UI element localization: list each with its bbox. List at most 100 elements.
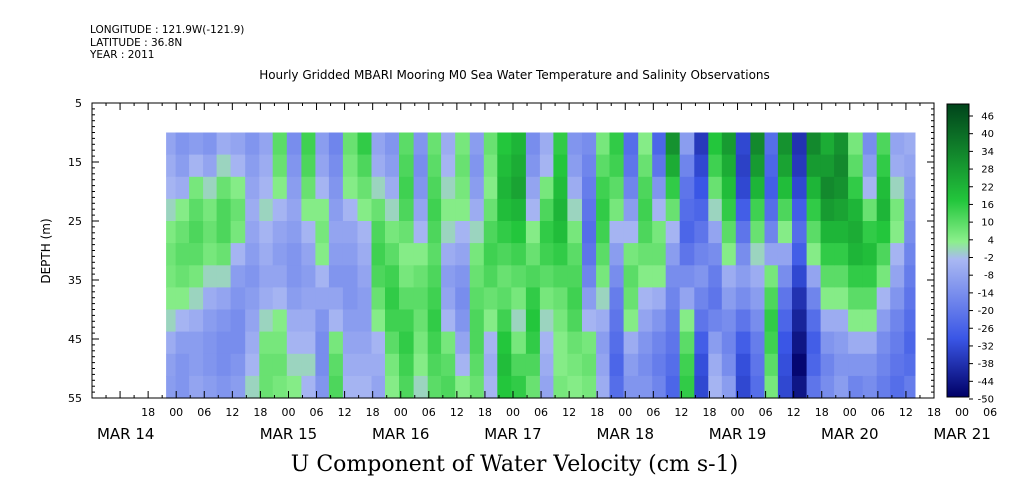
heatmap-cell — [539, 198, 554, 222]
x-axis-label: U Component of Water Velocity (cm s-1) — [290, 452, 739, 477]
heatmap-cell — [848, 375, 864, 399]
heatmap-cell — [735, 198, 751, 222]
heatmap-cell — [862, 265, 878, 288]
heatmap-cell — [385, 265, 400, 288]
heatmap-cell — [596, 198, 611, 222]
heatmap-cell — [694, 221, 709, 244]
heatmap-cell — [259, 375, 274, 399]
heatmap-cell — [820, 287, 835, 311]
heatmap-cell — [166, 375, 177, 399]
heatmap-cell — [694, 198, 709, 222]
heatmap-cell — [413, 198, 429, 222]
heatmap-cell — [328, 221, 344, 244]
heatmap-cell — [623, 287, 639, 311]
station-metadata: LONGITUDE : 121.9W(-121.9) LATITUDE : 36… — [90, 24, 244, 62]
heatmap-cell — [342, 331, 359, 355]
heatmap-cell — [511, 221, 527, 244]
heatmap-cell — [876, 243, 891, 266]
heatmap-cell — [315, 287, 330, 311]
heatmap-cell — [315, 132, 330, 156]
heatmap-cell — [665, 176, 681, 200]
heatmap-cell — [357, 198, 373, 222]
year-label: YEAR : 2011 — [90, 49, 155, 61]
heatmap-cell — [623, 154, 639, 178]
heatmap-cell — [175, 287, 190, 311]
heatmap-cell — [862, 287, 878, 311]
heatmap-cell — [876, 265, 891, 288]
x-hour-label: 18 — [590, 406, 604, 419]
heatmap-cell — [596, 154, 611, 178]
heatmap-cell — [792, 375, 808, 399]
heatmap-cell — [679, 132, 695, 156]
heatmap-cell — [385, 331, 400, 355]
heatmap-cell — [189, 265, 204, 288]
heatmap-cell — [455, 243, 471, 266]
heatmap-cell — [525, 198, 541, 222]
x-date-label: MAR 17 — [484, 425, 541, 443]
heatmap-cell — [806, 176, 822, 200]
heatmap-cell — [525, 353, 541, 377]
x-hour-label: 00 — [506, 406, 520, 419]
heatmap-cell — [806, 221, 822, 244]
heatmap-cell — [652, 176, 667, 200]
x-date-label: MAR 20 — [821, 425, 878, 443]
heatmap-cell — [638, 265, 653, 288]
heatmap-cell — [609, 154, 625, 178]
heatmap-cell — [245, 331, 260, 355]
heatmap-cell — [175, 375, 190, 399]
heatmap-cell — [792, 154, 808, 178]
heatmap-cell — [708, 243, 723, 266]
heatmap-cell — [315, 265, 330, 288]
heatmap-cell — [848, 353, 864, 377]
heatmap-cell — [427, 132, 442, 156]
heatmap-cell — [483, 198, 498, 222]
y-tick-label: 55 — [68, 392, 82, 405]
heatmap-cell — [806, 154, 822, 178]
heatmap-cell — [455, 198, 471, 222]
heatmap-cell — [694, 309, 709, 333]
heatmap-cell — [371, 198, 386, 222]
x-date-label: MAR 16 — [372, 425, 429, 443]
heatmap-cell — [553, 375, 568, 399]
heatmap-cell — [469, 154, 485, 178]
heatmap-cell — [189, 243, 204, 266]
heatmap-cell — [441, 176, 456, 200]
heatmap-cell — [609, 265, 625, 288]
heatmap-cell — [904, 221, 916, 244]
heatmap-cell — [328, 265, 344, 288]
heatmap-cell — [665, 132, 681, 156]
heatmap-cell — [834, 198, 849, 222]
heatmap-cell — [876, 132, 891, 156]
heatmap-cell — [427, 198, 442, 222]
heatmap-cell — [721, 331, 737, 355]
heatmap-cell — [638, 154, 653, 178]
heatmap-cell — [596, 132, 611, 156]
heatmap-cell — [806, 287, 822, 311]
heatmap-cell — [483, 243, 498, 266]
colorbar-label: 34 — [981, 147, 994, 158]
heatmap-cell — [735, 243, 751, 266]
heatmap-cell — [567, 287, 583, 311]
heatmap-cell — [582, 353, 597, 377]
heatmap-cell — [792, 243, 808, 266]
heatmap-cell — [862, 375, 878, 399]
heatmap-cell — [455, 309, 471, 333]
heatmap-cell — [820, 375, 835, 399]
heatmap-cell — [399, 243, 415, 266]
heatmap-cell — [848, 287, 864, 311]
heatmap-cell — [245, 221, 260, 244]
heatmap-cell — [399, 198, 415, 222]
heatmap-cell — [792, 265, 808, 288]
heatmap-cell — [189, 331, 204, 355]
x-hour-label: 06 — [646, 406, 660, 419]
heatmap-cell — [652, 309, 667, 333]
heatmap-cell — [652, 265, 667, 288]
latitude-label: LATITUDE : 36.8N — [90, 36, 183, 49]
heatmap-cell — [596, 353, 611, 377]
heatmap-cell — [792, 287, 808, 311]
heatmap-cell — [694, 132, 709, 156]
heatmap-cell — [272, 265, 288, 288]
heatmap-cell — [245, 176, 260, 200]
heatmap-cell — [427, 176, 442, 200]
heatmap-cell — [638, 221, 653, 244]
